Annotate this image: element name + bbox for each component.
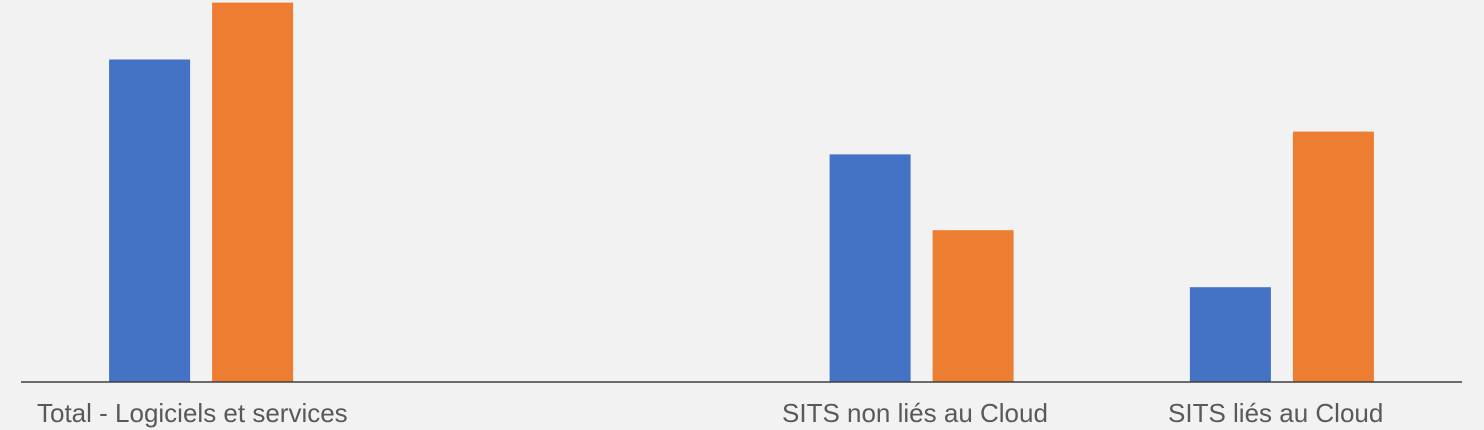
bar-series2-cat1	[212, 2, 294, 382]
bar-series2-cat4	[1292, 131, 1374, 382]
bar-series1-cat4	[1189, 287, 1271, 382]
bar-series2-cat3	[932, 230, 1014, 382]
category-label-sits-non-cloud: SITS non liés au Cloud	[782, 398, 1048, 428]
category-label-total: Total - Logiciels et services	[37, 398, 348, 428]
bar-series1-cat1	[109, 59, 191, 382]
category-label-sits-cloud: SITS liés au Cloud	[1168, 398, 1383, 428]
bars-layer	[109, 2, 1374, 382]
bar-series1-cat3	[829, 154, 911, 382]
